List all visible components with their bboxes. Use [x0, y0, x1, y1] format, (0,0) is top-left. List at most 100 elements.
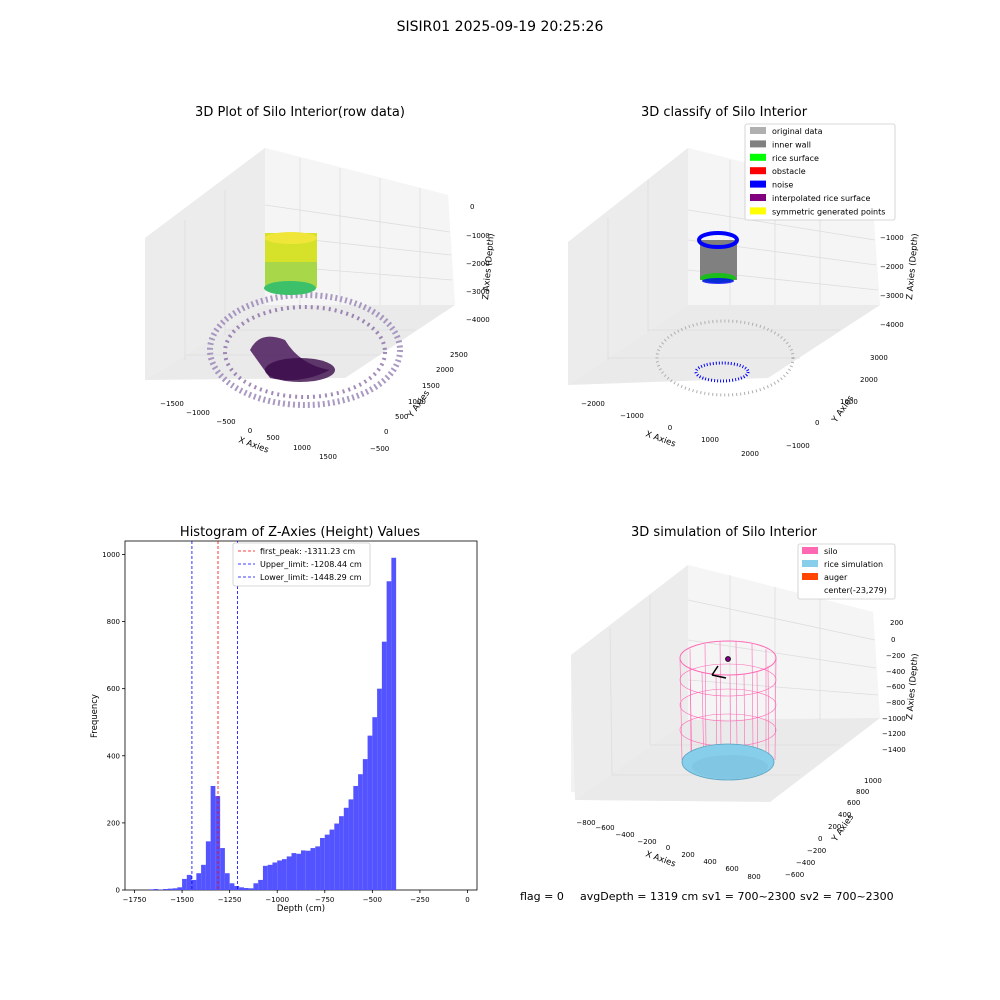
hist-plot-area	[124, 540, 478, 891]
hist-bar-41	[343, 807, 349, 890]
svg-text:−1400: −1400	[882, 746, 906, 754]
hist-bar-51	[391, 557, 397, 890]
hist-bar-43	[353, 785, 359, 890]
sim-z-ticks: 200 0 −200 −400 −600 −800 −1000 −1200 −1…	[882, 619, 906, 754]
classify-x-ticks: −2000 −1000 0 1000 2000	[581, 400, 759, 458]
svg-text:1500: 1500	[319, 453, 337, 461]
classify-legend-label-3: obstacle	[772, 167, 806, 176]
svg-text:1000: 1000	[293, 444, 311, 452]
svg-text:−2000: −2000	[880, 263, 904, 271]
svg-text:2000: 2000	[860, 376, 878, 384]
hist-bar-21	[248, 888, 254, 890]
svg-text:−400: −400	[886, 668, 905, 676]
hist-bar-36	[320, 837, 325, 890]
svg-text:−400: −400	[796, 859, 815, 867]
svg-text:400: 400	[703, 858, 716, 866]
sim-legend-swatch-2	[802, 573, 818, 580]
hist-legend: first_peak: -1311.23 cm Upper_limit: -120…	[232, 542, 371, 587]
panel-raw-3d: 3D Plot of Silo Interior(row data)	[145, 105, 497, 461]
hist-bar-48	[377, 688, 382, 890]
hist-bar-12	[205, 841, 211, 890]
hist-bar-42	[348, 799, 354, 890]
hist-xtick-label-7: 0	[465, 896, 469, 904]
sim-legend: silo rice simulation auger center(-23,279)	[797, 543, 896, 600]
hist-bar-47	[372, 717, 378, 890]
hist-bar-18	[234, 885, 240, 890]
hist-ytick-label-2: 400	[107, 752, 120, 760]
svg-text:−1000: −1000	[186, 409, 210, 417]
classify-point-cloud	[655, 231, 795, 397]
hist-bar-29	[286, 856, 292, 890]
raw-x-ticks: −1500 −1000 −500 0 500 1000 1500	[160, 400, 337, 461]
svg-text:−800: −800	[886, 699, 905, 707]
hist-bar-11	[201, 864, 206, 890]
svg-text:−600: −600	[595, 824, 614, 832]
hist-xlabel: Depth (cm)	[277, 904, 325, 914]
svg-text:200: 200	[890, 619, 903, 627]
hist-bar-38	[329, 829, 335, 890]
classify-y-ticks: −1000 0 1000 2000 3000	[786, 354, 888, 450]
svg-text:−600: −600	[886, 683, 905, 691]
classify-legend-label-4: noise	[772, 181, 793, 190]
svg-text:400: 400	[838, 811, 851, 819]
hist-bar-13	[210, 785, 216, 890]
status-sv2: sv2 = 700~2300	[800, 890, 894, 903]
status-avg-depth: avgDepth = 1319 cm	[580, 890, 698, 903]
panel-classify-title: 3D classify of Silo Interior	[641, 105, 808, 120]
hist-bar-16	[224, 873, 230, 890]
svg-text:−1200: −1200	[882, 730, 906, 738]
svg-text:−1000: −1000	[882, 715, 906, 723]
hist-bar-37	[324, 834, 330, 890]
hist-ylabel: Frequency	[90, 694, 100, 738]
hist-bar-49	[381, 641, 387, 890]
sim-title: 3D simulation of Silo Interior	[631, 525, 818, 540]
sim-legend-label-3: center(-23,279)	[824, 586, 887, 595]
hist-vlines	[191, 541, 238, 890]
sim-legend-swatch-1	[802, 560, 818, 567]
svg-text:−500: −500	[216, 418, 235, 426]
hist-bar-10	[196, 873, 202, 890]
svg-text:−1000: −1000	[786, 442, 810, 450]
hist-bar-5	[172, 888, 178, 890]
hist-y-ticks: 0 200 400 600 800 1000	[102, 551, 125, 895]
classify-legend-swatch-1	[750, 140, 766, 148]
classify-legend-label-1: inner wall	[772, 140, 811, 149]
hist-bar-3	[163, 888, 168, 890]
svg-text:−1000: −1000	[466, 232, 490, 240]
hist-ytick-label-0: 0	[116, 887, 120, 895]
sim-legend-label-1: rice simulation	[824, 560, 883, 569]
hist-bar-15	[220, 848, 225, 890]
sim-zlabel: Z Axies (Depth)	[905, 653, 921, 720]
hist-bar-20	[243, 887, 249, 890]
hist-bar-0	[148, 889, 154, 890]
hist-bar-6	[177, 887, 183, 890]
hist-ytick-label-3: 600	[107, 685, 120, 693]
hist-bar-31	[296, 853, 301, 890]
sim-legend-swatch-0	[802, 547, 818, 554]
svg-text:800: 800	[856, 788, 869, 796]
svg-text:3000: 3000	[870, 354, 888, 362]
hist-xtick-label-2: −1250	[218, 896, 242, 904]
svg-text:2000: 2000	[436, 366, 454, 374]
hist-bar-19	[239, 887, 244, 890]
hist-bar-9	[191, 879, 197, 890]
hist-bar-26	[272, 862, 278, 890]
hist-xtick-label-0: −1750	[123, 896, 147, 904]
hist-bar-17	[229, 883, 235, 890]
svg-text:−1000: −1000	[620, 412, 644, 420]
hist-bar-28	[281, 859, 287, 890]
svg-text:−3000: −3000	[466, 288, 490, 296]
hist-bar-40	[339, 816, 344, 890]
hist-xtick-label-5: −500	[363, 896, 382, 904]
sim-legend-label-2: auger	[824, 573, 848, 582]
hist-bar-22	[253, 883, 259, 890]
svg-text:0: 0	[248, 427, 252, 435]
hist-xtick-label-4: −750	[315, 896, 334, 904]
classify-legend-swatch-4	[750, 180, 766, 188]
status-flag: flag = 0	[520, 890, 564, 903]
classify-legend-swatch-0	[750, 127, 766, 134]
svg-text:600: 600	[725, 865, 738, 873]
hist-bar-4	[167, 888, 173, 890]
svg-text:2500: 2500	[450, 351, 468, 359]
svg-text:−3000: −3000	[880, 292, 904, 300]
